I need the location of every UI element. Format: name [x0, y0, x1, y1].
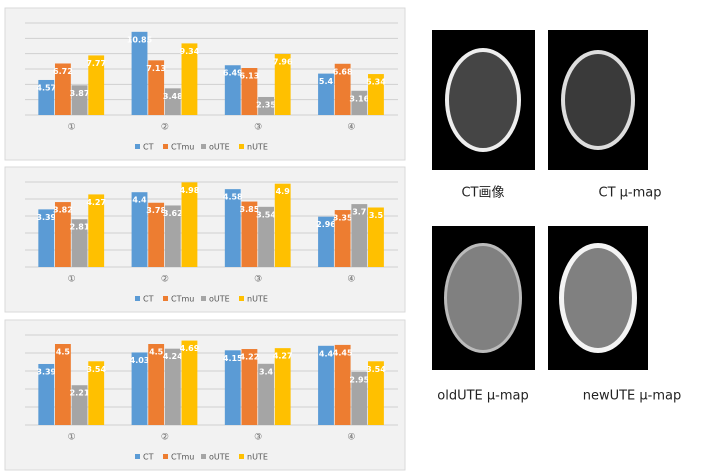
legend-label: CT — [143, 295, 154, 304]
data-label: 6.72 — [53, 67, 73, 76]
data-label: 9.34 — [180, 47, 200, 56]
x-tick-label: ① — [68, 433, 76, 443]
data-label: 3.62 — [163, 209, 183, 218]
legend-swatch — [239, 454, 244, 459]
legend-label: oUTE — [209, 295, 230, 304]
x-tick-label: ③ — [254, 433, 262, 443]
figure: CT画像 CT μ-map oldUTE μ-map newUTE μ-map … — [0, 0, 712, 472]
data-label: 4.9 — [276, 187, 291, 196]
x-tick-label: ① — [68, 123, 76, 133]
x-tick-label: ③ — [254, 275, 262, 285]
data-label: 3.35 — [333, 214, 353, 223]
data-label: 4.69 — [180, 344, 200, 353]
legend-label: oUTE — [209, 143, 230, 152]
data-label: 4.27 — [86, 198, 106, 207]
image-caption: CT画像 — [461, 186, 504, 201]
legend-swatch — [239, 296, 244, 301]
x-tick-label: ④ — [347, 433, 355, 443]
legend-label: nUTE — [247, 453, 268, 462]
x-tick-label: ③ — [254, 123, 262, 133]
data-label: 2.35 — [256, 100, 276, 109]
data-label: 3.5 — [369, 211, 384, 220]
legend-label: CT — [143, 453, 154, 462]
data-label: 7.77 — [86, 59, 106, 68]
data-label: 3.7 — [352, 208, 366, 217]
data-label: 4.58 — [223, 193, 243, 202]
ct-image — [432, 30, 535, 170]
data-label: 4.45 — [333, 348, 353, 357]
data-label: 3.54 — [366, 365, 386, 374]
legend-swatch — [201, 296, 206, 301]
data-label: 2.81 — [70, 223, 90, 232]
data-label: 4.22 — [240, 353, 260, 362]
data-label: 7.13 — [146, 64, 166, 73]
image-caption: CT μ-map — [599, 186, 662, 201]
bar — [182, 182, 198, 267]
data-label: 3.16 — [349, 94, 369, 103]
data-label: 10.85 — [127, 35, 153, 44]
data-label: 4.4 — [132, 196, 147, 205]
data-label: 2.21 — [70, 389, 90, 398]
data-label: 3.39 — [36, 367, 56, 376]
x-tick-label: ④ — [347, 275, 355, 285]
legend-swatch — [201, 454, 206, 459]
data-label: 4.4 — [319, 349, 334, 358]
data-label: 5.4 — [319, 77, 334, 86]
oldute-image — [432, 226, 535, 370]
data-label: 3.87 — [70, 89, 90, 98]
data-label: 4.27 — [273, 352, 293, 361]
data-label: 3.54 — [256, 210, 276, 219]
legend-label: oUTE — [209, 453, 230, 462]
data-label: 3.48 — [163, 92, 183, 101]
data-label: 2.95 — [349, 375, 369, 384]
legend-swatch — [135, 144, 140, 149]
data-label: 3.4 — [259, 367, 274, 376]
x-tick-label: ④ — [347, 123, 355, 133]
data-label: 7.96 — [273, 57, 293, 66]
bar — [182, 341, 198, 425]
data-label: 6.13 — [240, 72, 260, 81]
data-label: 4.5 — [149, 348, 164, 357]
data-label: 5.34 — [366, 78, 386, 87]
x-tick-label: ① — [68, 275, 76, 285]
legend-swatch — [163, 296, 168, 301]
legend-swatch — [201, 144, 206, 149]
x-tick-label: ② — [161, 123, 169, 133]
legend-label: nUTE — [247, 143, 268, 152]
legend-swatch — [163, 144, 168, 149]
data-label: 4.57 — [36, 83, 56, 92]
newute-image — [548, 226, 648, 370]
legend-label: CT — [143, 143, 154, 152]
data-label: 6.68 — [333, 67, 353, 76]
data-label: 3.54 — [86, 365, 106, 374]
data-label: 4.98 — [180, 186, 200, 195]
legend-label: nUTE — [247, 295, 268, 304]
data-label: 3.82 — [53, 206, 73, 215]
x-tick-label: ② — [161, 433, 169, 443]
legend-swatch — [239, 144, 244, 149]
x-tick-label: ② — [161, 275, 169, 285]
legend-swatch — [163, 454, 168, 459]
data-label: 4.03 — [130, 356, 150, 365]
data-label: 4.24 — [163, 352, 183, 361]
legend-label: CTmu — [171, 295, 194, 304]
legend-swatch — [135, 296, 140, 301]
legend-label: CTmu — [171, 143, 194, 152]
image-caption: newUTE μ-map — [583, 389, 682, 404]
legend-swatch — [135, 454, 140, 459]
data-label: 4.5 — [56, 348, 71, 357]
legend-label: CTmu — [171, 453, 194, 462]
ct-mumap-image — [548, 30, 648, 170]
image-caption: oldUTE μ-map — [437, 389, 528, 404]
